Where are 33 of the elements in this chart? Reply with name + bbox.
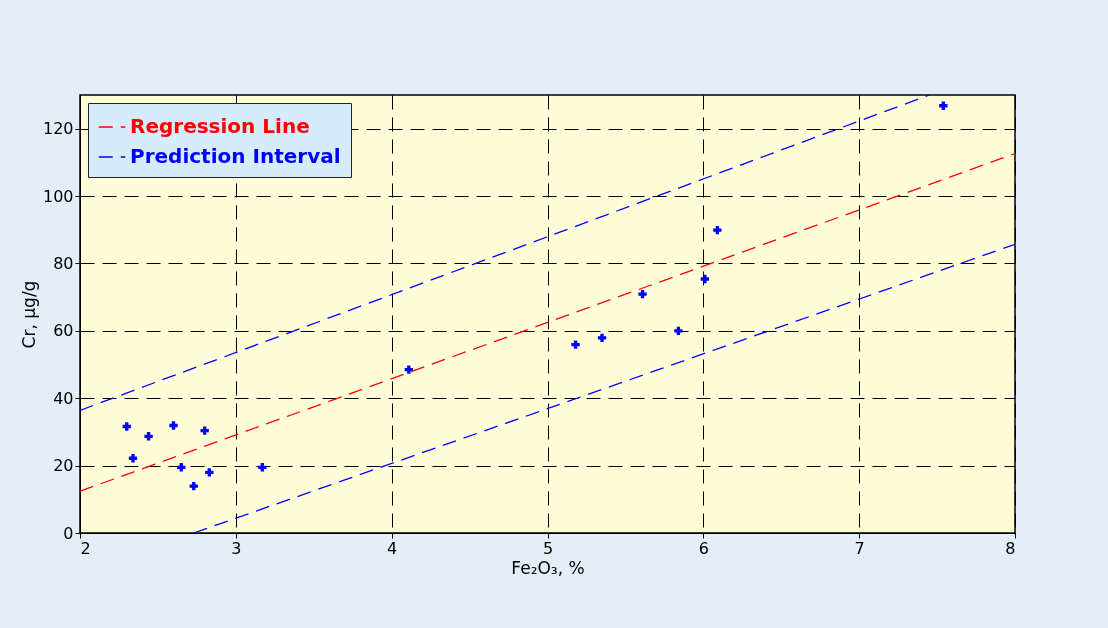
legend-label: Prediction Interval xyxy=(130,144,341,168)
point xyxy=(144,432,153,441)
point xyxy=(200,426,209,435)
x-tick-label: 6 xyxy=(698,538,709,558)
point xyxy=(258,463,267,472)
point xyxy=(713,225,722,235)
y-axis-title: Cr, μg/g xyxy=(18,280,39,349)
point xyxy=(169,421,178,430)
point xyxy=(122,422,131,431)
x-tick-label: 3 xyxy=(231,538,242,558)
point xyxy=(700,274,710,284)
x-tick-label: 2 xyxy=(80,538,91,558)
point xyxy=(205,468,214,477)
y-tick-label: 100 xyxy=(42,186,74,206)
y-tick-label: 60 xyxy=(53,321,74,341)
y-tick-label: 80 xyxy=(53,253,74,273)
x-tick-label: 8 xyxy=(1005,538,1016,558)
y-tick-label: 40 xyxy=(53,388,74,408)
point xyxy=(597,333,607,343)
point xyxy=(674,326,683,336)
point xyxy=(571,340,580,349)
point xyxy=(189,481,198,491)
x-tick-label: 4 xyxy=(387,538,398,558)
point xyxy=(404,365,413,374)
y-tick-label: 20 xyxy=(53,456,74,476)
x-tick-label: 5 xyxy=(542,538,554,558)
point xyxy=(638,289,647,299)
point xyxy=(128,454,138,463)
x-tick-label: 7 xyxy=(854,538,865,558)
x-axis-title: Fe₂O₃, % xyxy=(511,557,585,578)
y-tick-label: 120 xyxy=(42,119,74,139)
legend-label: Regression Line xyxy=(130,114,310,138)
y-tick-label: 0 xyxy=(63,523,74,543)
